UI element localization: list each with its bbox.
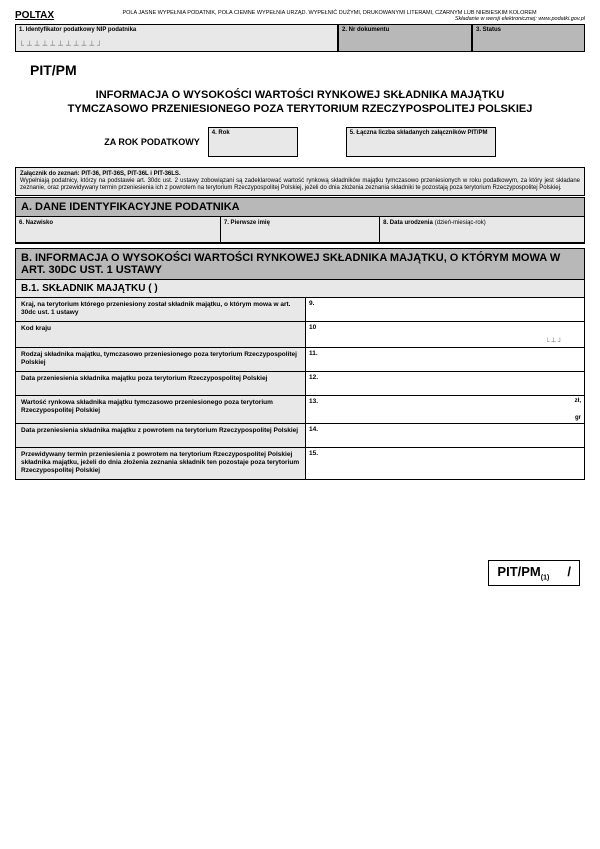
row-label: Wartość rynkowa składnika majątku tymcza… (16, 396, 306, 423)
note-block: Załącznik do zeznań: PIT-36, PIT-36S, PI… (15, 167, 585, 197)
field-data-urodzenia[interactable]: 8. Data urodzenia (dzień-miesiąc-rok) (380, 217, 585, 243)
row-value[interactable]: 14. (306, 424, 584, 447)
field-rok-label: 4. Rok (212, 130, 230, 136)
field-rok[interactable]: 4. Rok (208, 127, 298, 157)
table-row: Rodzaj składnika majątku, tymczasowo prz… (15, 348, 585, 372)
row-value[interactable]: 11. (306, 348, 584, 371)
field-nazwisko[interactable]: 6. Nazwisko (15, 217, 221, 243)
year-label: ZA ROK PODATKOWY (104, 137, 200, 147)
footer-slash: / (567, 564, 571, 579)
instr-line2: Składanie w wersji elektronicznej: www.p… (74, 16, 585, 22)
table-row: Kraj, na terytorium którego przeniesiony… (15, 298, 585, 322)
row-label: Przewidywany termin przeniesienia z powr… (16, 448, 306, 479)
section-b-rows: Kraj, na terytorium którego przeniesiony… (15, 298, 585, 480)
field-status: 3. Status (472, 24, 585, 52)
section-b-header: B. INFORMACJA O WYSOKOŚCI WARTOŚCI RYNKO… (15, 248, 585, 280)
footer-code-text: PIT/PM (497, 564, 540, 579)
row-label: Data przeniesienia składnika majątku z p… (16, 424, 306, 447)
header-fields-row: 1. Identyfikator podatkowy NIP podatnika… (15, 24, 585, 52)
row-value[interactable]: 15. (306, 448, 584, 479)
section-a-row: 6. Nazwisko 7. Pierwsze imię 8. Data uro… (15, 217, 585, 244)
top-bar: POLTAX POLA JASNE WYPEŁNIA PODATNIK, POL… (15, 10, 585, 22)
nip-ticks: └┴┴┴┴┴┴┴┴┴┘ (19, 41, 334, 50)
footer-code: PIT/PM(1) / (488, 560, 580, 586)
nazwisko-label: 6. Nazwisko (19, 220, 53, 226)
row-label: Rodzaj składnika majątku, tymczasowo prz… (16, 348, 306, 371)
table-row: Data przeniesienia składnika majątku poz… (15, 372, 585, 396)
field-nr-dokumentu: 2. Nr dokumentu (338, 24, 472, 52)
row-label: Data przeniesienia składnika majątku poz… (16, 372, 306, 395)
footer: PIT/PM(1) / (15, 560, 585, 586)
year-row: ZA ROK PODATKOWY 4. Rok 5. Łączna liczba… (15, 127, 585, 157)
field-status-label: 3. Status (476, 27, 581, 33)
table-row: Kod kraju10└┴┘ (15, 322, 585, 348)
table-row: Przewidywany termin przeniesienia z powr… (15, 448, 585, 480)
field-nip-label: 1. Identyfikator podatkowy NIP podatnika (19, 27, 334, 33)
row-value[interactable]: 12. (306, 372, 584, 395)
note-line2: Wypełniają podatnicy, którzy na podstawi… (20, 178, 580, 191)
top-instructions: POLA JASNE WYPEŁNIA PODATNIK, POLA CIEMN… (74, 10, 585, 22)
field-nip[interactable]: 1. Identyfikator podatkowy NIP podatnika… (15, 24, 338, 52)
field-imie[interactable]: 7. Pierwsze imię (221, 217, 380, 243)
note-line1: Załącznik do zeznań: PIT-36, PIT-36S, PI… (20, 171, 181, 177)
imie-label: 7. Pierwsze imię (224, 220, 270, 226)
data-ur-hint: (dzień-miesiąc-rok) (435, 220, 486, 226)
section-b1-header: B.1. SKŁADNIK MAJĄTKU ( ) (15, 280, 585, 298)
form-page: POLTAX POLA JASNE WYPEŁNIA PODATNIK, POL… (0, 0, 600, 596)
row-value[interactable]: 9. (306, 298, 584, 321)
form-title: INFORMACJA O WYSOKOŚCI WARTOŚCI RYNKOWEJ… (55, 88, 545, 117)
form-code: PIT/PM (30, 62, 585, 78)
unit-zl: zł, (575, 398, 581, 404)
footer-sub: (1) (541, 575, 550, 582)
table-row: Data przeniesienia składnika majątku z p… (15, 424, 585, 448)
data-ur-label: 8. Data urodzenia (383, 220, 433, 226)
row-label: Kraj, na terytorium którego przeniesiony… (16, 298, 306, 321)
poltax-logo: POLTAX (15, 10, 54, 21)
row-value[interactable]: 13.zł,gr (306, 396, 584, 423)
field-zal-label: 5. Łączna liczba składanych załączników … (350, 130, 488, 136)
field-nrdok-label: 2. Nr dokumentu (342, 27, 468, 33)
unit-gr: gr (575, 415, 581, 421)
section-a-header: A. DANE IDENTYFIKACYJNE PODATNIKA (15, 197, 585, 217)
row-label: Kod kraju (16, 322, 306, 347)
code-ticks: └┴┘ (545, 338, 564, 346)
table-row: Wartość rynkowa składnika majątku tymcza… (15, 396, 585, 424)
row-value[interactable]: 10└┴┘ (306, 322, 584, 347)
field-liczba-zalacznikow[interactable]: 5. Łączna liczba składanych załączników … (346, 127, 496, 157)
